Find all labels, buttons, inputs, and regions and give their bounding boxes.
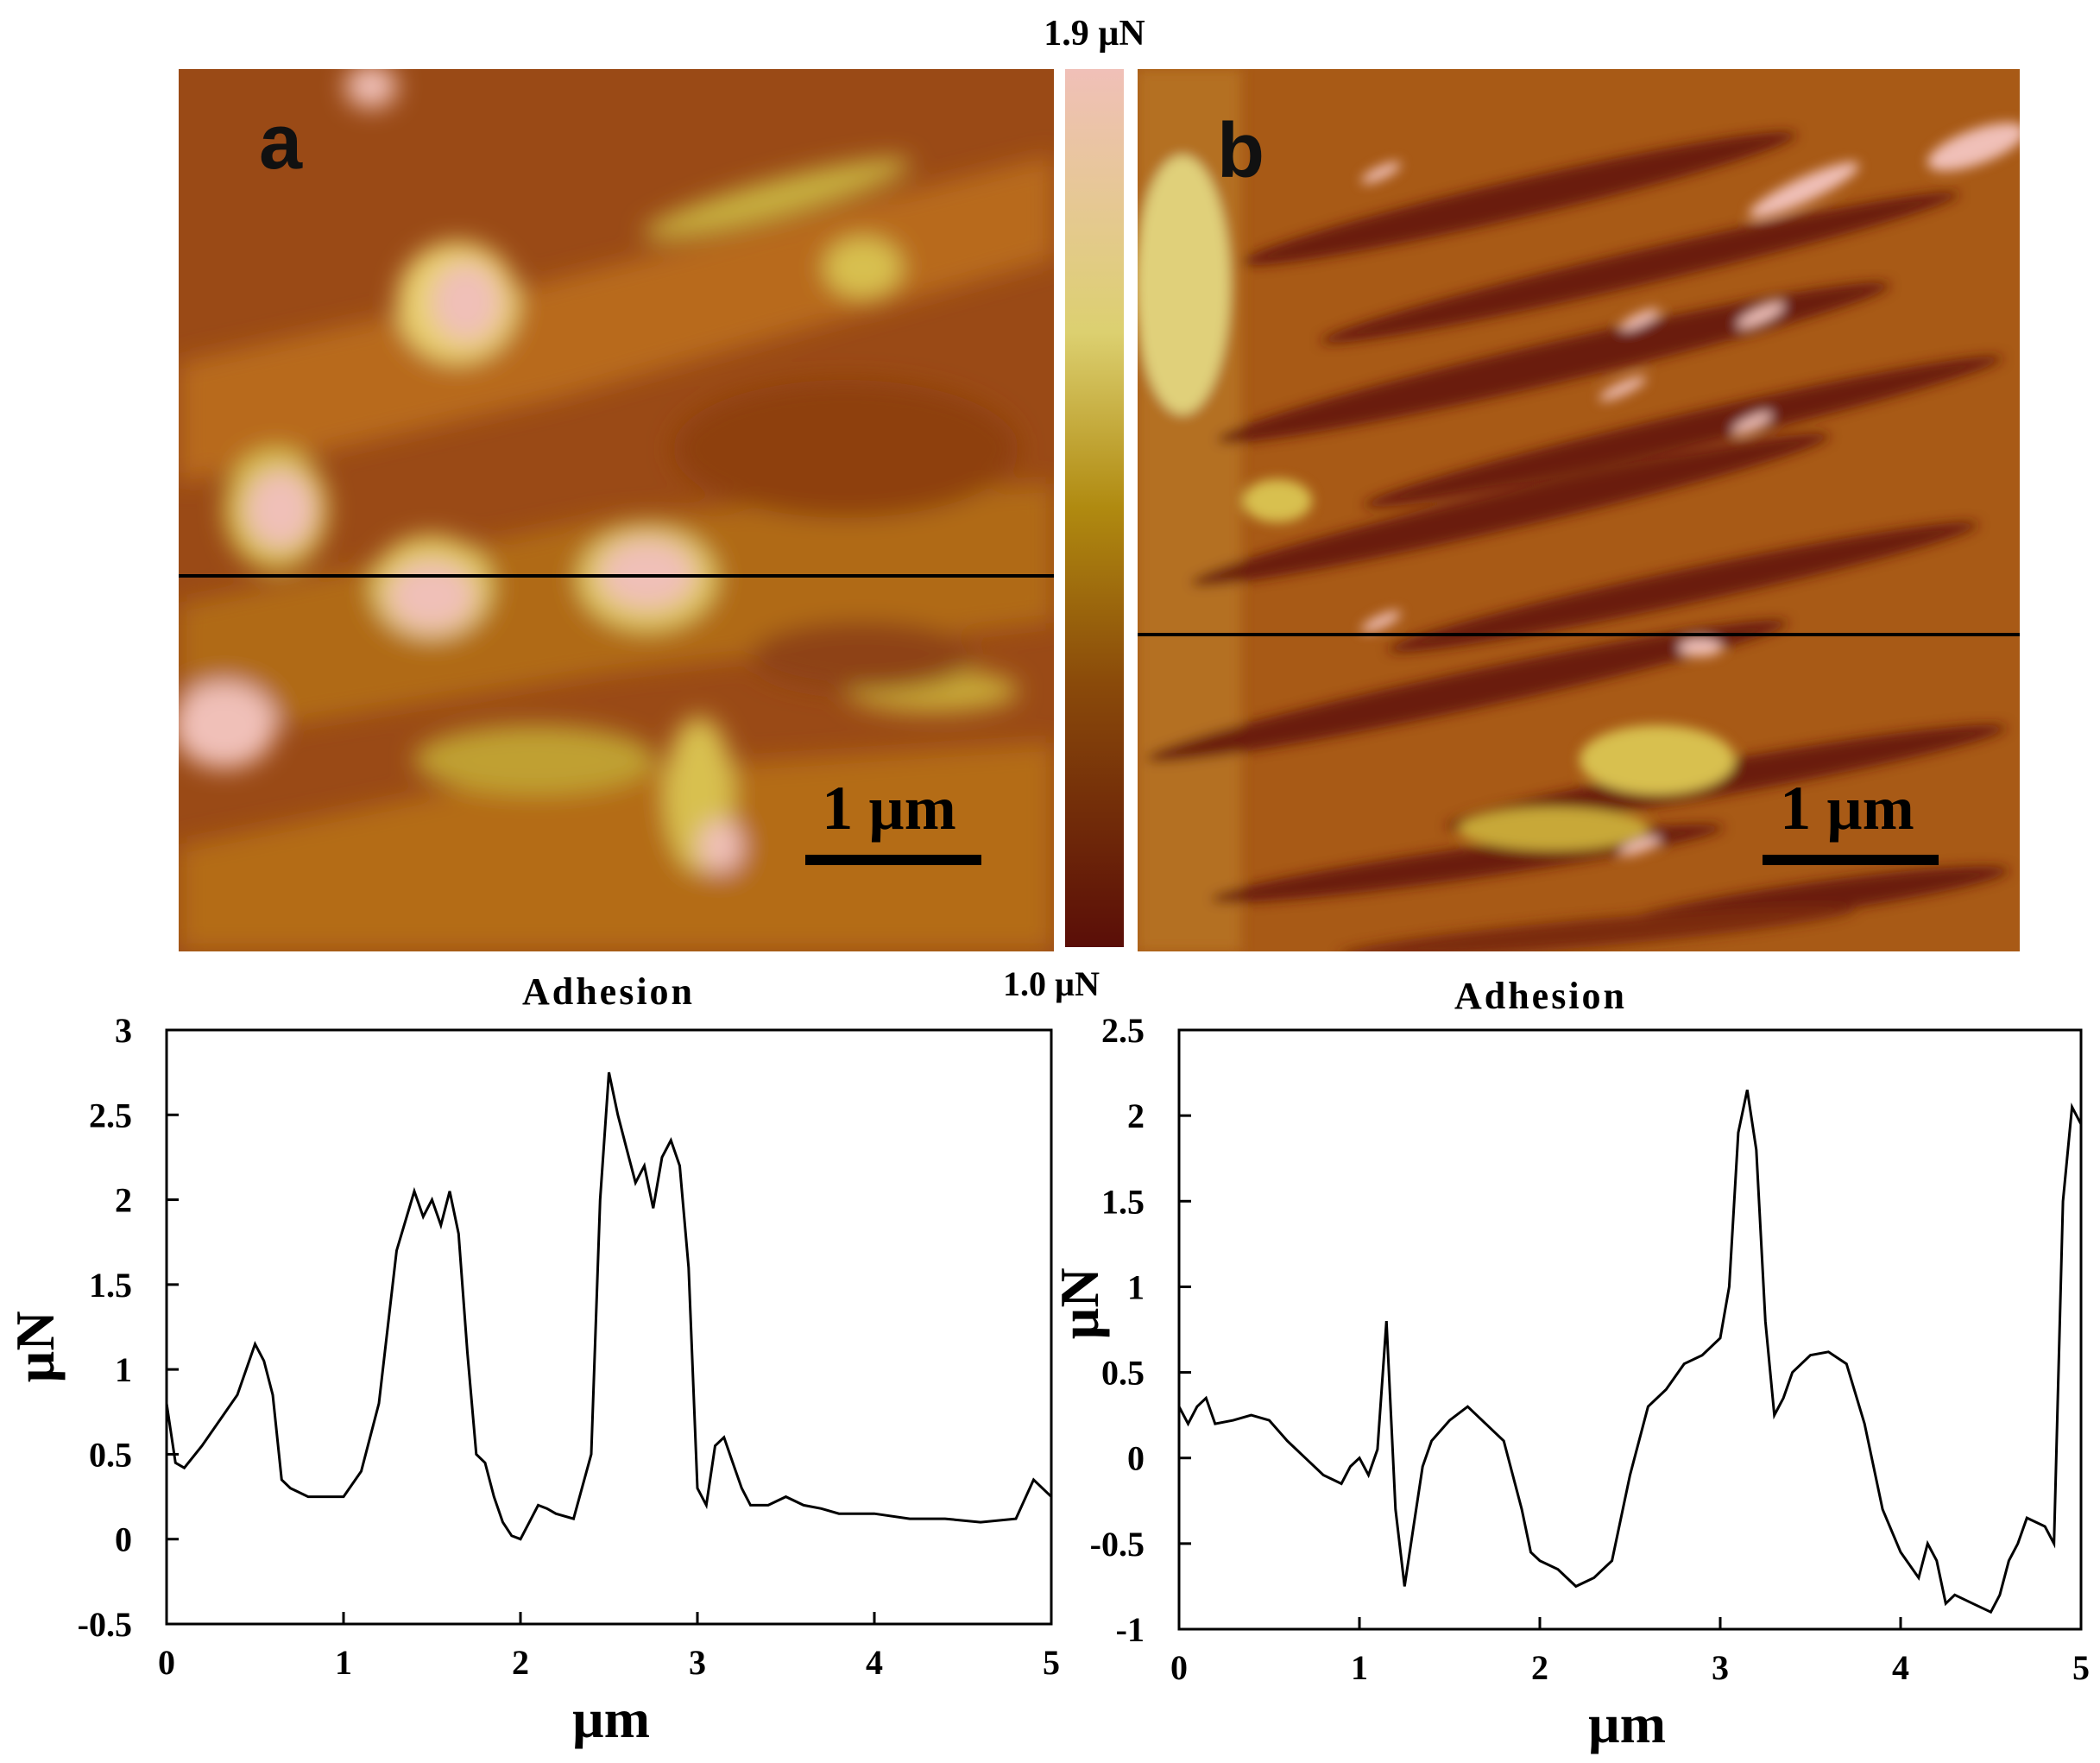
- chart-b-y-tick-label-5: 1.5: [1101, 1182, 1145, 1221]
- panel-label-b: b: [1217, 108, 1264, 194]
- chart-b-x-label: µm: [1588, 1693, 1666, 1754]
- chart-b-y-tick-label-2: 0: [1127, 1439, 1145, 1478]
- texture-a: [179, 69, 1054, 951]
- chart-a-x-tick-label-2: 2: [512, 1643, 529, 1682]
- chart-b-x-tick-label-4: 4: [1892, 1648, 1909, 1687]
- chart-b-y-tick-label-0: -1: [1116, 1610, 1145, 1649]
- chart-a-y-tick-label-2: 0.5: [89, 1435, 132, 1474]
- chart-a-y-axis: -0.5 0 0.5 1 1.5 2 2.5 3: [78, 1011, 179, 1644]
- chart-b-plot-area: [1177, 1028, 2083, 1631]
- chart-b-y-tick-label-3: 0.5: [1101, 1354, 1145, 1393]
- adhesion-profile-chart-b: Adhesion -1 -0.5 0 0.5 1 1.5 2 2.5 0 1 2 3 4 5 µm µN: [1049, 975, 2090, 1754]
- adhesion-map-a: a 1 µm: [179, 69, 1054, 951]
- chart-a-x-tick-label-1: 1: [335, 1643, 352, 1682]
- chart-b-x-tick-label-1: 1: [1351, 1648, 1368, 1687]
- chart-a-series-line: [165, 1071, 1053, 1541]
- chart-b-x-tick-label-3: 3: [1712, 1648, 1729, 1687]
- chart-a-title: Adhesion: [522, 970, 695, 1013]
- chart-b-x-tick-label-5: 5: [2072, 1648, 2090, 1687]
- scale-bar-label-b: 1 µm: [1780, 774, 1914, 843]
- chart-b-y-axis: -1 -0.5 0 0.5 1 1.5 2 2.5: [1090, 1011, 1191, 1649]
- chart-a-plot-area: [165, 1028, 1053, 1626]
- scale-bar-label-a: 1 µm: [822, 774, 955, 843]
- chart-a-x-tick-label-0: 0: [158, 1643, 175, 1682]
- chart-a-y-tick-label-6: 2.5: [89, 1096, 132, 1134]
- colorbar-max-label: 1.9 µN: [1044, 14, 1145, 54]
- chart-b-y-tick-label-1: -0.5: [1090, 1525, 1145, 1564]
- chart-b-x-tick-label-2: 2: [1531, 1648, 1548, 1687]
- colorbar-min-label: 1.0 µN: [1003, 964, 1100, 1003]
- chart-a-x-label: µm: [572, 1688, 650, 1749]
- chart-b-y-tick-label-7: 2.5: [1101, 1011, 1145, 1050]
- chart-b-y-tick-label-4: 1: [1127, 1267, 1145, 1306]
- chart-a-y-tick-label-7: 3: [115, 1011, 132, 1050]
- chart-a-y-tick-label-5: 2: [115, 1181, 132, 1220]
- chart-b-x-tick-label-0: 0: [1170, 1648, 1188, 1687]
- chart-b-x-axis: 0 1 2 3 4 5: [1170, 1617, 2090, 1687]
- chart-a-x-tick-label-5: 5: [1043, 1643, 1060, 1682]
- chart-a-y-tick-label-4: 1.5: [89, 1266, 132, 1305]
- chart-b-y-tick-label-6: 2: [1127, 1096, 1145, 1135]
- chart-b-title: Adhesion: [1454, 975, 1627, 1017]
- chart-a-y-tick-label-1: 0: [115, 1520, 132, 1559]
- adhesion-map-b: b 1 µm: [1138, 69, 2020, 951]
- colorbar: 1.9 µN 1.0 µN: [1003, 14, 1145, 1003]
- colorbar-strip: [1065, 69, 1124, 947]
- adhesion-profile-chart-a: Adhesion -0.5 0 0.5 1 1.5 2 2.5 3 0 1 2 3 4 5 µm µN: [4, 970, 1060, 1749]
- scale-bar-a: [805, 855, 981, 865]
- chart-b-series-line: [1177, 1090, 2083, 1615]
- chart-a-y-tick-label-0: -0.5: [78, 1605, 132, 1644]
- chart-a-x-tick-label-4: 4: [866, 1643, 883, 1682]
- chart-a-y-label: µN: [4, 1311, 66, 1382]
- chart-b-y-label: µN: [1049, 1267, 1110, 1339]
- chart-a-x-axis: 0 1 2 3 4 5: [158, 1612, 1060, 1682]
- texture-b: [1138, 69, 2020, 951]
- chart-a-x-tick-label-3: 3: [689, 1643, 706, 1682]
- panel-label-a: a: [259, 99, 303, 186]
- scale-bar-b: [1763, 855, 1939, 865]
- chart-a-y-tick-label-3: 1: [115, 1350, 132, 1389]
